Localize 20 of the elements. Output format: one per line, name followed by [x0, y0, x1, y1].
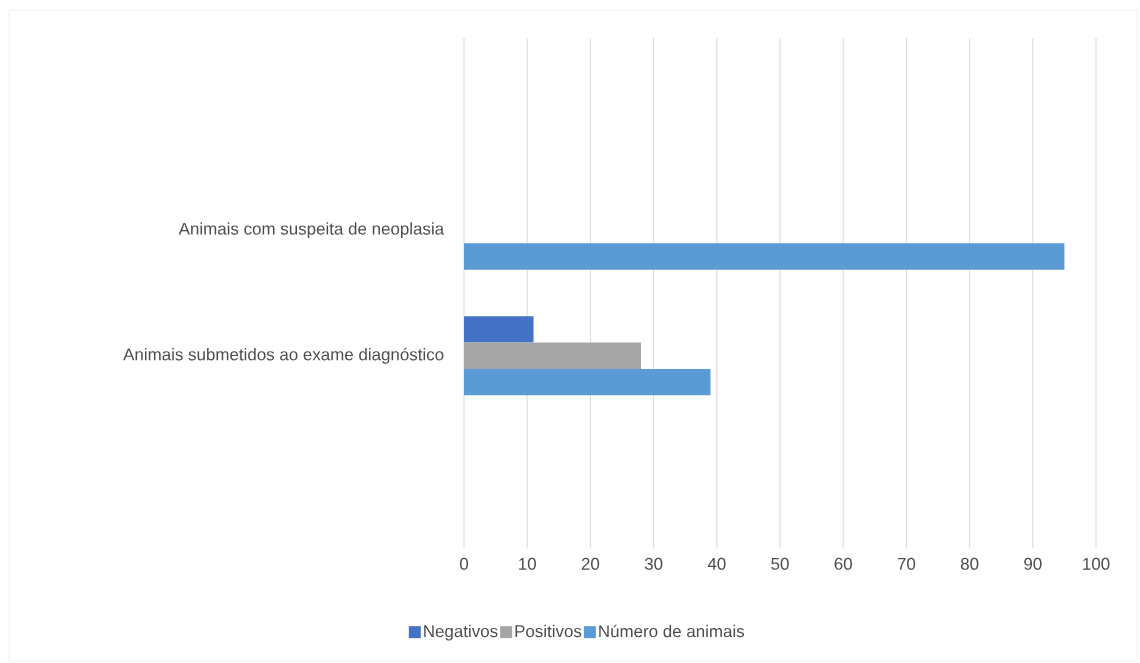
legend-label: Número de animais	[599, 624, 745, 638]
x-tick-label: 70	[897, 557, 916, 570]
x-tick-label: 100	[1083, 557, 1110, 570]
x-tick-label: 20	[581, 557, 600, 570]
x-tick-label: 80	[960, 557, 979, 570]
bar	[464, 342, 641, 369]
bar	[464, 243, 1065, 270]
x-tick-label: 10	[519, 557, 536, 570]
x-tick-label: 30	[644, 557, 663, 570]
x-tick-label: 60	[834, 557, 852, 570]
legend-label: Positivos	[515, 624, 582, 638]
y-tick-label: Animais submetidos ao exame diagnóstico	[123, 347, 444, 364]
legend-label: Negativos	[424, 624, 498, 641]
x-tick-label: 0	[459, 557, 469, 570]
x-tick-label: 90	[1024, 557, 1042, 570]
y-tick-label: Animais com suspeita de neoplasia	[178, 222, 445, 239]
bar	[464, 368, 711, 396]
bar	[464, 316, 534, 343]
x-tick-label: 40	[707, 557, 726, 570]
x-tick-label: 50	[771, 557, 789, 570]
